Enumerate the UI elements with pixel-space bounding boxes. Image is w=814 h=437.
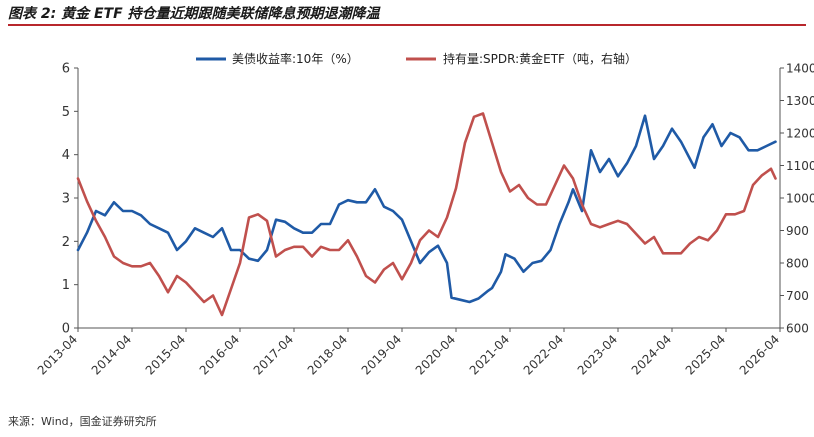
legend: 美债收益率:10年（%） 持有量:SPDR:黄金ETF（吨，右轴） xyxy=(196,51,637,66)
axes xyxy=(77,68,781,329)
x-tick-label: 2022-04 xyxy=(521,332,566,377)
series-line-0 xyxy=(76,114,777,304)
x-tick-label: 2018-04 xyxy=(305,332,350,377)
figure-title: 图表 2: 黄金 ETF 持仓量近期跟随美联储降息预期退潮降温 xyxy=(8,6,380,22)
x-tick-label: 2024-04 xyxy=(629,332,674,377)
series-layer xyxy=(76,112,777,317)
left-tick-label: 3 xyxy=(62,192,70,207)
legend-label-0: 美债收益率:10年（%） xyxy=(232,51,359,66)
x-tick-label: 2013-04 xyxy=(35,332,80,377)
series-line-1 xyxy=(76,112,777,317)
left-tick-label: 4 xyxy=(62,148,70,163)
title-rule xyxy=(8,24,806,26)
x-tick-label: 2014-04 xyxy=(89,332,134,377)
x-tick-label: 2025-04 xyxy=(683,332,728,377)
right-tick-label: 1300 xyxy=(786,94,814,108)
left-tick-label: 1 xyxy=(62,278,70,293)
right-tick-label: 1400 xyxy=(786,62,814,76)
x-tick-label: 2021-04 xyxy=(467,332,512,377)
right-tick-label: 600 xyxy=(786,322,809,336)
left-tick-label: 0 xyxy=(62,322,70,337)
left-tick-label: 2 xyxy=(62,235,70,250)
x-tick-label: 2019-04 xyxy=(359,332,404,377)
x-tick-label: 2015-04 xyxy=(143,332,188,377)
x-tick-label: 2020-04 xyxy=(413,332,458,377)
right-tick-label: 1100 xyxy=(786,159,814,173)
right-tick-label: 1000 xyxy=(786,192,814,206)
legend-label-1: 持有量:SPDR:黄金ETF（吨，右轴） xyxy=(443,51,637,66)
x-tick-label: 2016-04 xyxy=(197,332,242,377)
left-axis-ticks: 0 1 2 3 4 5 6 xyxy=(62,62,78,337)
x-axis-ticks: 2013-04 2014-04 2015-04 2016-04 2017-04 2018-… xyxy=(35,328,782,378)
right-tick-label: 800 xyxy=(786,257,809,271)
x-tick-label: 2017-04 xyxy=(251,332,296,377)
right-axis-ticks: 600 700 800 900 1000 1100 1200 1300 1400 xyxy=(780,62,814,336)
right-tick-label: 900 xyxy=(786,224,809,238)
left-tick-label: 6 xyxy=(62,62,70,77)
x-tick-label: 2026-04 xyxy=(737,332,782,377)
right-tick-label: 1200 xyxy=(786,127,814,141)
x-tick-label: 2023-04 xyxy=(575,332,620,377)
left-tick-label: 5 xyxy=(62,105,70,120)
right-tick-label: 700 xyxy=(786,289,809,303)
source-note: 来源：Wind，国金证券研究所 xyxy=(8,415,157,428)
